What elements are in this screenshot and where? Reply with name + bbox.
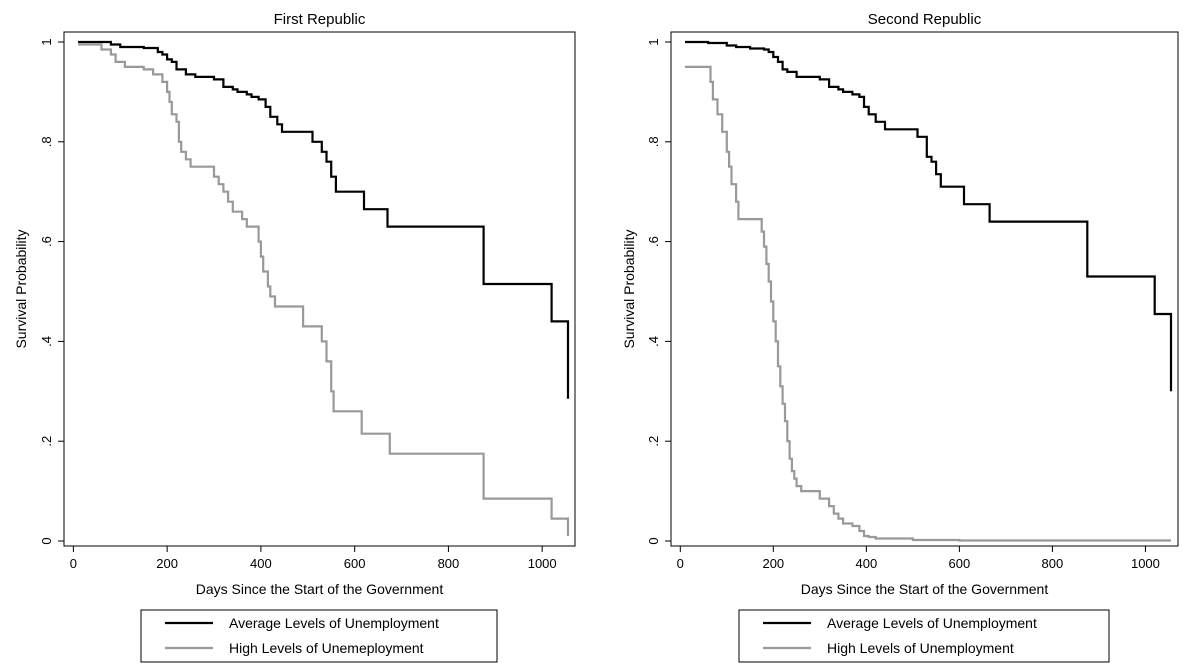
legend-label: Average Levels of Unemployment <box>827 615 1037 631</box>
legend-label: Average Levels of Unemployment <box>229 615 439 631</box>
chart-panel-2: Second Republic 0 200 400 600 800 1000 0 .2 .4 .6.… <box>621 11 1179 663</box>
legend: Average Levels of Unemployment High Level… <box>738 609 1110 663</box>
y-tick-label: 1 <box>39 38 54 45</box>
x-tick-label: 600 <box>949 556 971 571</box>
series-line-average <box>78 40 570 399</box>
x-axis-label: Days Since the Start of the Government <box>196 581 444 597</box>
y-tick-label: 1 <box>646 38 661 45</box>
legend-box <box>140 609 498 663</box>
plot-frame <box>670 31 1179 547</box>
x-tick-label: 400 <box>856 556 878 571</box>
series-line-high <box>685 65 1171 542</box>
x-tick-label: 1000 <box>528 556 557 571</box>
y-tick-label: 0 <box>646 537 661 544</box>
y-tick-label: .8 <box>646 136 661 147</box>
x-tick-label: 0 <box>677 556 684 571</box>
x-tick-label: 400 <box>250 556 272 571</box>
legend: Average Levels of Unemployment High Level… <box>140 609 498 663</box>
y-tick-label: .2 <box>39 436 54 447</box>
chart-title: Second Republic <box>868 11 982 28</box>
y-tick-label: .4 <box>39 336 54 347</box>
y-tick-label: 0 <box>39 537 54 544</box>
x-tick-label: 1000 <box>1131 556 1160 571</box>
x-tick-label: 200 <box>762 556 784 571</box>
y-axis-label: Survival Probability <box>13 229 29 348</box>
x-tick-label: 0 <box>70 556 77 571</box>
legend-label: High Levels of Unemployment <box>827 640 1014 656</box>
legend-box <box>738 609 1110 663</box>
series-line-high <box>78 43 570 536</box>
y-tick-label: .6 <box>39 236 54 247</box>
legend-label: High Levels of Unemeployment <box>229 640 424 656</box>
y-tick-label: .4 <box>646 336 661 347</box>
series-line-average <box>685 40 1173 392</box>
y-axis-label: Survival Probability <box>621 229 637 348</box>
chart-panel-1: First Republic 0 200 400 600 800 1000 0 .2 .4 .6 .8… <box>13 11 576 663</box>
plot-frame <box>63 31 576 547</box>
x-axis-label: Days Since the Start of the Government <box>801 581 1049 597</box>
y-tick-label: .2 <box>646 436 661 447</box>
y-tick-label: .8 <box>39 136 54 147</box>
x-tick-label: 600 <box>344 556 366 571</box>
x-tick-label: 200 <box>156 556 178 571</box>
x-tick-label: 800 <box>438 556 460 571</box>
chart-title: First Republic <box>274 11 366 28</box>
y-tick-label: .6 <box>646 236 661 247</box>
x-tick-label: 800 <box>1042 556 1064 571</box>
